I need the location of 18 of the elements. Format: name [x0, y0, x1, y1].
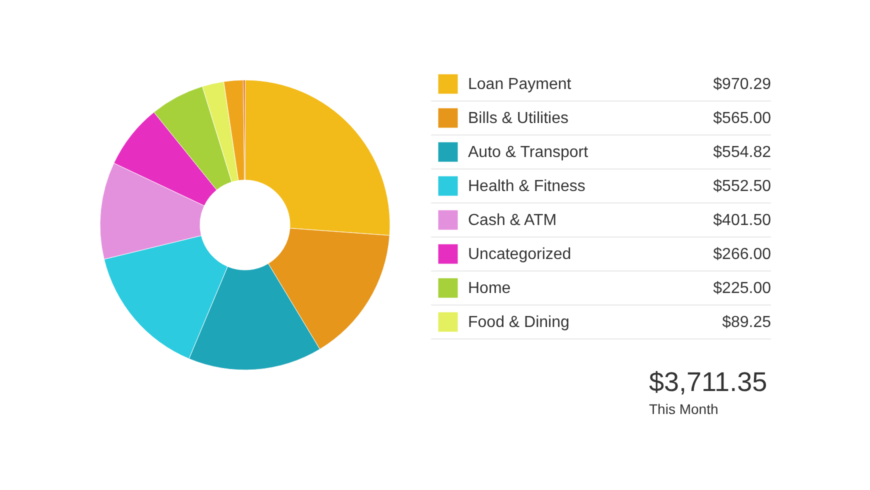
text: This Month — [649, 401, 718, 417]
legend-label: Home — [468, 280, 511, 297]
text: $3,711.35 — [649, 367, 768, 397]
legend-label: Bills & Utilities — [468, 110, 568, 127]
legend-label: Cash & ATM — [468, 212, 557, 229]
data-label: $554.82 — [713, 144, 772, 161]
legend-label: Loan Payment — [468, 76, 572, 93]
data-label: $552.50 — [713, 178, 772, 195]
data-label: $565.00 — [713, 110, 772, 127]
data-label: $89.25 — [722, 314, 772, 331]
legend-label: Auto & Transport — [468, 144, 589, 161]
data-label: $970.29 — [713, 76, 772, 93]
data-label: $225.00 — [713, 280, 772, 297]
legend-label: Health & Fitness — [468, 178, 586, 195]
data-label: $266.00 — [713, 246, 772, 263]
data-label: $401.50 — [713, 212, 772, 229]
legend-label: Food & Dining — [468, 314, 570, 331]
legend-label: Uncategorized — [468, 246, 572, 263]
